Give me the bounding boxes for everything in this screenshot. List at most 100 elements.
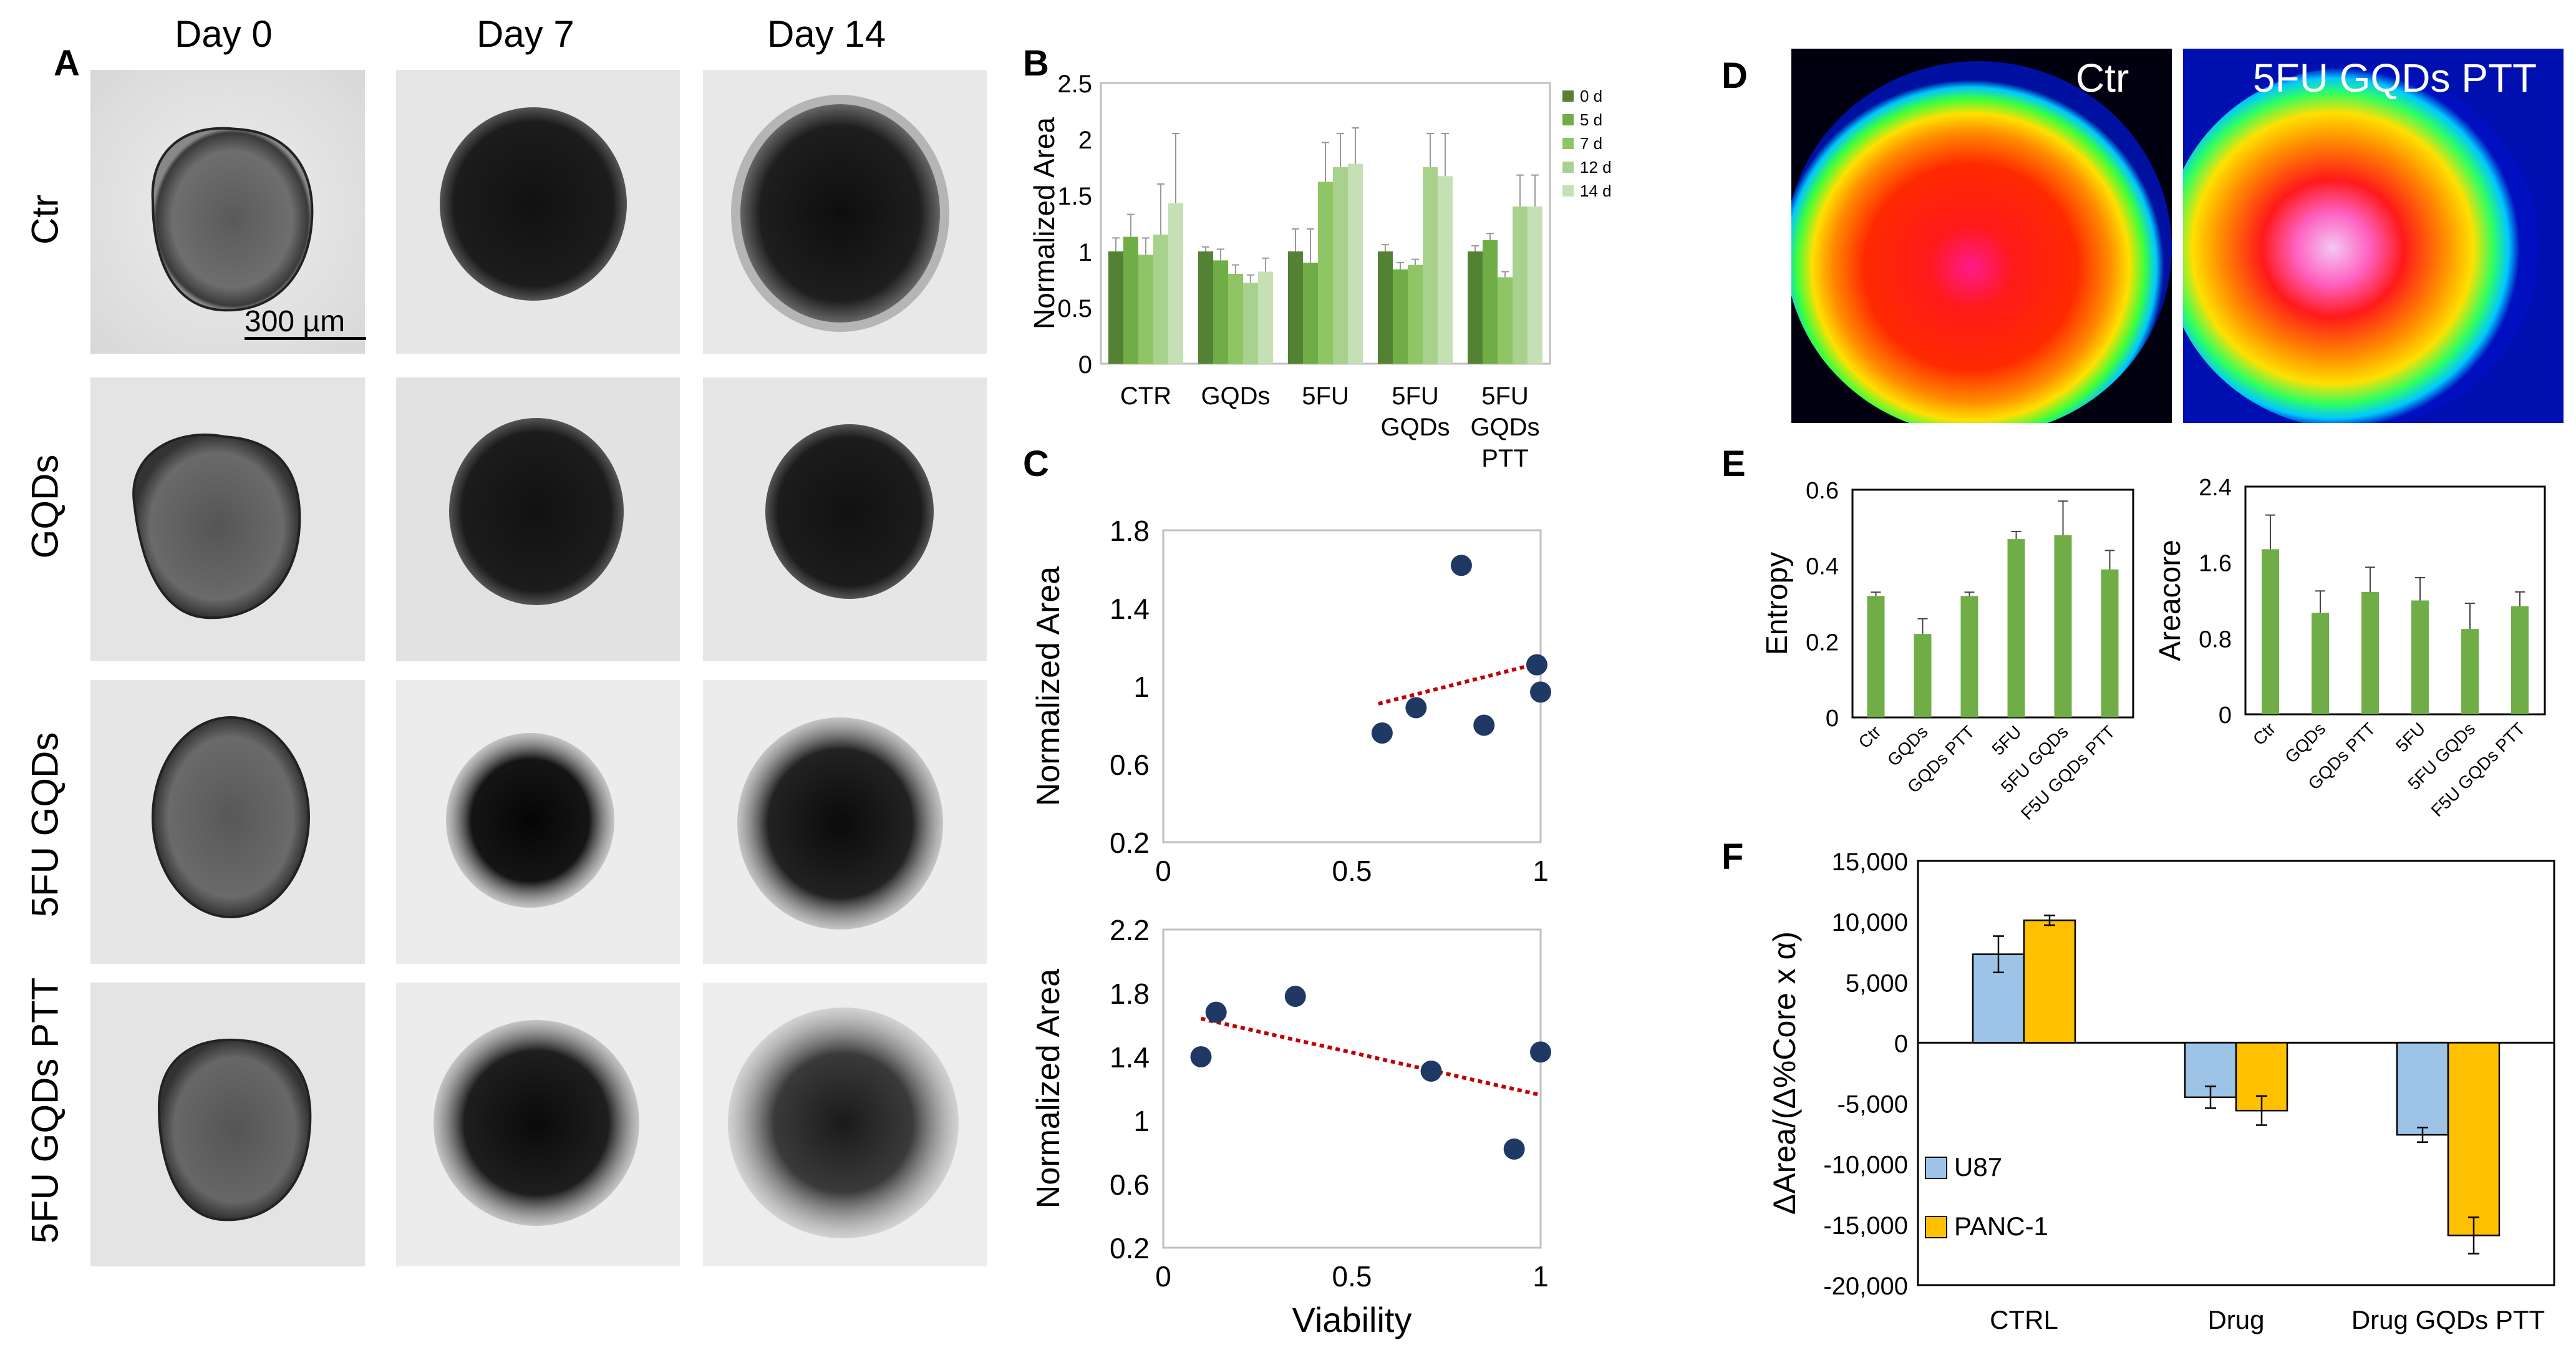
- bar: [2511, 606, 2529, 714]
- spheroid-image: [396, 680, 680, 964]
- bar: [1123, 236, 1138, 364]
- bar: [2396, 1042, 2449, 1136]
- bar: [2054, 535, 2072, 717]
- x-tick-label: 5FU: [1392, 382, 1439, 410]
- spheroid-image: [396, 377, 680, 661]
- x-tick-label: 5FU: [1988, 722, 2025, 759]
- x-tick-label: CTR: [1120, 382, 1171, 410]
- y-tick-label: 15,000: [1832, 848, 1908, 876]
- spheroid-image: [703, 70, 987, 354]
- y-tick-label: -5,000: [1838, 1091, 1908, 1119]
- y-tick-label: 2.2: [1110, 914, 1150, 946]
- bar: [1198, 251, 1213, 364]
- bar: [1483, 240, 1498, 364]
- x-tick-label: GQDs: [1380, 414, 1450, 441]
- y-tick-label: 2: [1078, 127, 1092, 154]
- plot-area: [1917, 860, 2555, 1286]
- bar: [1528, 206, 1542, 364]
- bar: [1468, 251, 1483, 364]
- bar: [1108, 251, 1123, 364]
- y-tick-label: 0.4: [1806, 554, 1839, 580]
- column-header-day14: Day 14: [767, 13, 886, 55]
- spheroid-image: [703, 680, 987, 964]
- scale-bar: [245, 337, 366, 340]
- bar: [1288, 251, 1303, 364]
- x-tick-label: 1: [1533, 855, 1549, 887]
- data-point: [1284, 986, 1306, 1008]
- data-point: [1473, 714, 1495, 736]
- legend-swatch: [1562, 185, 1574, 197]
- trendline: [1200, 1016, 1541, 1097]
- y-tick-label: 2.4: [2199, 475, 2232, 501]
- panel-label-c: C: [1023, 444, 1049, 484]
- y-tick-label: 10,000: [1832, 909, 1908, 936]
- y-tick-label: 1.4: [1110, 593, 1150, 625]
- bar: [1498, 277, 1513, 364]
- bar: [1153, 235, 1168, 364]
- y-tick-label: 0: [2219, 702, 2232, 729]
- bar: [1393, 269, 1408, 364]
- heatmap-5fu-gqds-ptt-label: 5FU GQDs PTT: [2253, 56, 2537, 100]
- y-axis-label: Entropy: [1761, 552, 1794, 655]
- x-tick-label: GQDs: [1470, 414, 1539, 441]
- bar: [1318, 182, 1333, 364]
- bar: [1867, 596, 1885, 717]
- data-point: [1371, 722, 1393, 744]
- trendline: [1378, 661, 1541, 706]
- spheroid-image: [90, 70, 365, 354]
- plot-area: [1162, 529, 1542, 843]
- panel-label-e: E: [1721, 444, 1746, 484]
- y-tick-label: 0.2: [1110, 1232, 1150, 1265]
- spheroid-image: [90, 680, 365, 964]
- bar: [2101, 569, 2119, 717]
- column-header-day7: Day 7: [477, 13, 574, 55]
- x-tick-label: Ctr: [1854, 722, 1884, 752]
- spheroid-image: [703, 983, 987, 1266]
- x-tick-label: 0.5: [1332, 855, 1372, 887]
- y-tick-label: 0.6: [1110, 1168, 1150, 1201]
- y-tick-label: 2.5: [1057, 70, 1092, 98]
- y-tick-label: 0.8: [2199, 626, 2232, 653]
- legend-label: 12 d: [1580, 158, 1612, 177]
- legend-swatch: [1562, 90, 1574, 102]
- panel-label-f: F: [1721, 837, 1744, 877]
- bar: [1168, 203, 1183, 364]
- y-tick-label: 1.8: [1110, 515, 1150, 547]
- y-tick-label: 0: [1894, 1030, 1908, 1057]
- bar: [2312, 613, 2329, 714]
- y-axis-label: Normalized Area: [1030, 566, 1067, 806]
- plot-area: [1851, 488, 2134, 719]
- x-tick-label: GQDs: [1201, 382, 1270, 410]
- chart-f-delta-area-bars: 15,000 10,000 5,000 0 -5,000 -10,000 -15,000 -2…: [1767, 848, 2555, 1334]
- x-tick-label: Ctr: [2249, 719, 2279, 749]
- y-tick-label: 0.2: [1110, 827, 1150, 859]
- plot-area: [1162, 928, 1542, 1249]
- y-axis-label: Areacore: [2154, 540, 2187, 661]
- x-tick-label: Drug GQDs PTT: [2351, 1305, 2545, 1334]
- y-tick-label: 0: [1078, 351, 1092, 379]
- legend-swatch: [1925, 1216, 1947, 1238]
- bar: [1408, 265, 1423, 364]
- y-tick-label: 0.5: [1057, 295, 1092, 323]
- bar: [1303, 263, 1318, 364]
- legend-swatch: [1925, 1157, 1947, 1179]
- x-tick-label: 5FU: [1481, 382, 1529, 410]
- legend-label: 14 d: [1580, 182, 1612, 200]
- legend-swatch: [1562, 114, 1574, 125]
- spheroid-image: [703, 377, 987, 661]
- chart-c1-scatter: 0.2 0.6 1 1.4 1.8 0 0.5 1 Normalized Area: [1030, 515, 1551, 887]
- y-tick-label: 1.8: [1110, 978, 1150, 1010]
- y-tick-label: 0.2: [1806, 629, 1839, 656]
- row-label-5fu-gqds: 5FU GQDs: [24, 732, 66, 918]
- column-header-day0: Day 0: [175, 13, 273, 55]
- spheroid-image: [396, 983, 680, 1266]
- y-tick-label: 1.6: [2199, 551, 2232, 577]
- legend-label: 5 d: [1580, 110, 1602, 129]
- bar: [2461, 629, 2479, 714]
- heatmap-ctr-label: Ctr: [2076, 56, 2129, 100]
- heatmap-5fu-gqds-ptt: [2183, 49, 2564, 423]
- chart-b-normalized-area-bars: 0 0.5 1 1.5 2 2.5 Normalized Area CTR GQDs 5FU 5FU…: [1029, 70, 1612, 472]
- bar: [1333, 167, 1348, 364]
- y-axis-label: Normalized Area: [1029, 117, 1060, 329]
